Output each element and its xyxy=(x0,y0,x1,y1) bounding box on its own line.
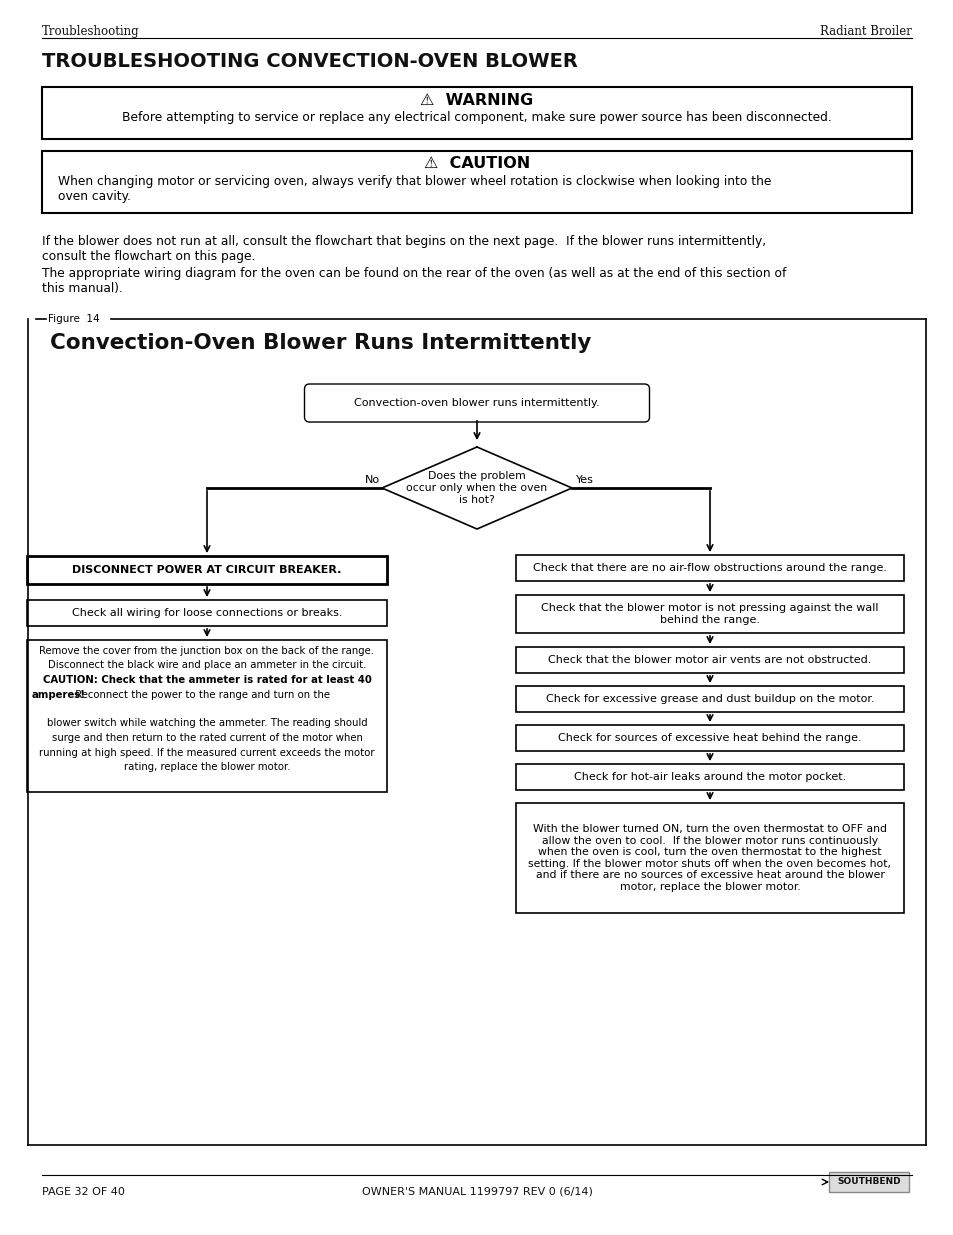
Text: Check for excessive grease and dust buildup on the motor.: Check for excessive grease and dust buil… xyxy=(545,694,873,704)
FancyBboxPatch shape xyxy=(516,685,903,713)
Text: Check for hot-air leaks around the motor pocket.: Check for hot-air leaks around the motor… xyxy=(574,772,845,782)
Text: ⚠  WARNING: ⚠ WARNING xyxy=(420,93,533,107)
Text: Check all wiring for loose connections or breaks.: Check all wiring for loose connections o… xyxy=(71,608,342,618)
Text: Check that there are no air-flow obstructions around the range.: Check that there are no air-flow obstruc… xyxy=(533,563,886,573)
FancyBboxPatch shape xyxy=(516,725,903,751)
FancyBboxPatch shape xyxy=(828,1172,908,1192)
FancyBboxPatch shape xyxy=(516,595,903,634)
FancyBboxPatch shape xyxy=(42,151,911,212)
Text: Reconnect the power to the range and turn on the: Reconnect the power to the range and tur… xyxy=(71,689,330,699)
Text: No: No xyxy=(364,475,379,485)
Text: blower switch while watching the ammeter. The reading should: blower switch while watching the ammeter… xyxy=(47,719,367,729)
FancyBboxPatch shape xyxy=(516,803,903,913)
Text: When changing motor or servicing oven, always verify that blower wheel rotation : When changing motor or servicing oven, a… xyxy=(58,175,771,203)
Text: ⚠  CAUTION: ⚠ CAUTION xyxy=(423,156,530,170)
Text: PAGE 32 OF 40: PAGE 32 OF 40 xyxy=(42,1187,125,1197)
Text: Check that the blower motor air vents are not obstructed.: Check that the blower motor air vents ar… xyxy=(548,655,871,664)
FancyBboxPatch shape xyxy=(27,640,387,792)
Text: Check that the blower motor is not pressing against the wall
behind the range.: Check that the blower motor is not press… xyxy=(540,603,878,625)
Text: DISCONNECT POWER AT CIRCUIT BREAKER.: DISCONNECT POWER AT CIRCUIT BREAKER. xyxy=(72,564,341,576)
Text: amperes!: amperes! xyxy=(32,689,86,699)
Text: Remove the cover from the junction box on the back of the range.: Remove the cover from the junction box o… xyxy=(39,646,375,656)
Text: Radiant Broiler: Radiant Broiler xyxy=(820,25,911,38)
Text: SOUTHBEND: SOUTHBEND xyxy=(837,1177,900,1187)
FancyBboxPatch shape xyxy=(42,86,911,140)
Text: Check for sources of excessive heat behind the range.: Check for sources of excessive heat behi… xyxy=(558,734,861,743)
FancyBboxPatch shape xyxy=(27,600,387,626)
Text: Figure  14: Figure 14 xyxy=(48,314,99,324)
Text: Yes: Yes xyxy=(576,475,594,485)
Text: Troubleshooting: Troubleshooting xyxy=(42,25,139,38)
Text: Disconnect the black wire and place an ammeter in the circuit.: Disconnect the black wire and place an a… xyxy=(48,661,366,671)
Text: CAUTION: Check that the ammeter is rated for at least 40: CAUTION: Check that the ammeter is rated… xyxy=(43,676,371,685)
Text: Convection-Oven Blower Runs Intermittently: Convection-Oven Blower Runs Intermittent… xyxy=(50,333,591,353)
Text: Before attempting to service or replace any electrical component, make sure powe: Before attempting to service or replace … xyxy=(122,111,831,124)
Text: If the blower does not run at all, consult the flowchart that begins on the next: If the blower does not run at all, consu… xyxy=(42,235,765,263)
Text: With the blower turned ON, turn the oven thermostat to OFF and
allow the oven to: With the blower turned ON, turn the oven… xyxy=(528,824,890,892)
Text: Convection-oven blower runs intermittently.: Convection-oven blower runs intermittent… xyxy=(354,398,599,408)
Text: running at high speed. If the measured current exceeds the motor: running at high speed. If the measured c… xyxy=(39,747,375,757)
FancyBboxPatch shape xyxy=(516,555,903,580)
FancyBboxPatch shape xyxy=(27,556,387,584)
Text: TROUBLESHOOTING CONVECTION-OVEN BLOWER: TROUBLESHOOTING CONVECTION-OVEN BLOWER xyxy=(42,52,578,70)
FancyBboxPatch shape xyxy=(516,647,903,673)
Text: The appropriate wiring diagram for the oven can be found on the rear of the oven: The appropriate wiring diagram for the o… xyxy=(42,267,785,295)
FancyBboxPatch shape xyxy=(304,384,649,422)
Text: surge and then return to the rated current of the motor when: surge and then return to the rated curre… xyxy=(51,734,362,743)
FancyBboxPatch shape xyxy=(516,764,903,790)
Text: rating, replace the blower motor.: rating, replace the blower motor. xyxy=(124,762,290,772)
Text: OWNER'S MANUAL 1199797 REV 0 (6/14): OWNER'S MANUAL 1199797 REV 0 (6/14) xyxy=(361,1187,592,1197)
Text: Does the problem
occur only when the oven
is hot?: Does the problem occur only when the ove… xyxy=(406,472,547,505)
